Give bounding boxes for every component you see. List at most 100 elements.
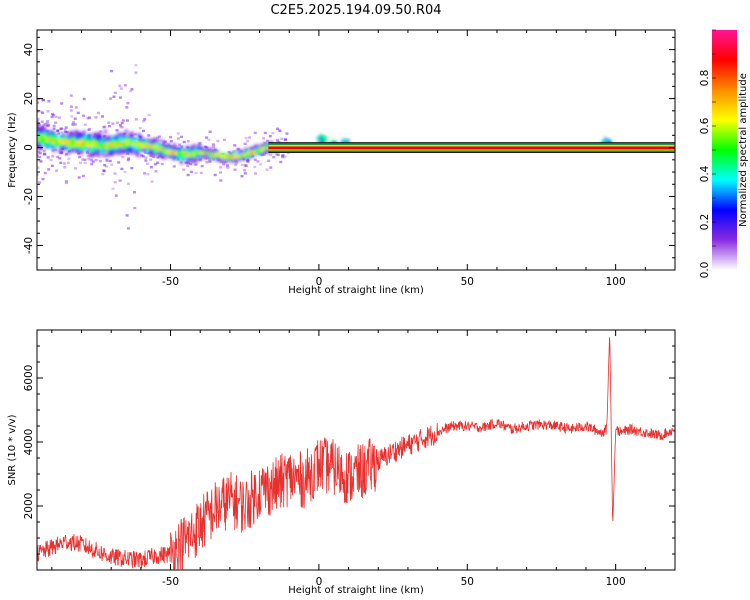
spectrogram-dense-cell bbox=[265, 143, 269, 147]
spectrogram-blob-cell bbox=[320, 138, 324, 142]
spectrogram-dense-cell bbox=[37, 143, 40, 147]
spectrogram-dense-cell bbox=[97, 134, 101, 138]
spectrogram-ridge-cell bbox=[43, 136, 47, 140]
spectrogram-dense-cell bbox=[61, 146, 65, 151]
spectrogram-dense-cell bbox=[79, 151, 84, 155]
spectrogram-dense-cell bbox=[231, 153, 236, 157]
spectrogram-dense-cell bbox=[135, 151, 140, 155]
spectrogram-dense-cell bbox=[190, 151, 194, 155]
spectrogram-dense-cell bbox=[98, 132, 102, 136]
spectrogram-ridge-cell bbox=[66, 140, 70, 144]
spectrogram-dense-cell bbox=[132, 151, 136, 155]
spectrogram-dense-cell bbox=[141, 139, 145, 143]
spectrogram-scatter-cell bbox=[219, 166, 223, 169]
spectrogram-scatter-cell bbox=[260, 153, 264, 157]
spectrogram-scatter-cell bbox=[81, 158, 85, 161]
spectrogram-dense-cell bbox=[224, 157, 228, 162]
spectrogram-ridge-cell bbox=[203, 151, 207, 155]
spectrogram-scatter-cell bbox=[169, 139, 173, 143]
spectrogram-ridge-cell bbox=[164, 149, 168, 153]
spectrogram-scatter-cell bbox=[199, 171, 203, 175]
spectrogram-blob-cell bbox=[346, 139, 350, 143]
spectrogram-ridge-cell bbox=[220, 155, 224, 159]
spectrogram-dense-cell bbox=[103, 129, 107, 134]
spectrogram-dense-cell bbox=[138, 145, 143, 149]
spectrogram-ridge-cell bbox=[139, 143, 143, 147]
spectrogram-ridge-cell bbox=[60, 139, 64, 143]
spectrogram-scatter-cell bbox=[101, 172, 105, 176]
spectrogram-scatter-cell bbox=[138, 126, 142, 130]
spectrogram-dense-cell bbox=[191, 144, 195, 148]
snr-y-tick-label: 4000 bbox=[23, 429, 35, 456]
spectrogram-scatter-cell bbox=[205, 161, 209, 164]
spectrogram-scatter-cell bbox=[37, 110, 39, 113]
spectrogram-scatter-cell bbox=[118, 124, 122, 127]
spectrogram-ridge-cell bbox=[62, 141, 66, 145]
spectrogram-dense-cell bbox=[73, 143, 78, 147]
spectrogram-dense-cell bbox=[242, 155, 246, 160]
spectrogram-scatter-cell bbox=[219, 179, 223, 182]
spectrogram-ridge-cell bbox=[39, 137, 43, 140]
spectrogram-dense-cell bbox=[76, 131, 80, 135]
spectrogram-scatter-cell bbox=[112, 95, 116, 98]
spectrogram-scatter-cell bbox=[240, 163, 244, 167]
spectrogram-scatter-cell bbox=[153, 140, 157, 143]
spectrogram-scatter-cell bbox=[234, 162, 238, 165]
spectrogram-dense-cell bbox=[142, 141, 146, 145]
spectrogram-scatter-cell bbox=[73, 117, 77, 120]
spectrogram-ticks: -50 0 50 100 -40 -20 0 20 40 bbox=[23, 30, 676, 288]
spectrogram-scatter-cell bbox=[176, 132, 180, 135]
spectrogram-ridge-cell bbox=[72, 140, 76, 144]
spectrogram-ridge-cell bbox=[135, 143, 139, 146]
spectrogram-dense-cell bbox=[48, 131, 52, 136]
steady-line-band bbox=[268, 150, 675, 152]
spectrogram-dense-cell bbox=[66, 138, 70, 142]
spectrogram-ridge-cell bbox=[49, 139, 54, 142]
spectrogram-dense-cell bbox=[125, 143, 129, 147]
spectrogram-scatter-cell bbox=[198, 159, 202, 162]
spectrogram-dense-cell bbox=[156, 138, 160, 143]
spectrogram-scatter-cell bbox=[64, 153, 68, 156]
spectrogram-scatter-cell bbox=[73, 167, 77, 170]
spectrogram-scatter-cell bbox=[41, 98, 45, 102]
colorbar-tick-label: 0.4 bbox=[699, 165, 711, 182]
spectrogram-scatter-cell bbox=[38, 181, 42, 184]
spectrogram-scatter-cell bbox=[39, 110, 43, 113]
spectrogram-blob-cell bbox=[607, 140, 611, 144]
spectrogram-ridge-cell bbox=[205, 152, 209, 156]
spectrogram-scatter-cell bbox=[143, 118, 147, 121]
spectrogram-scatter-cell bbox=[189, 170, 193, 174]
spectrogram-ridge-cell bbox=[214, 153, 218, 157]
spectrogram-scatter-cell bbox=[156, 161, 160, 164]
spectrogram-scatter-cell bbox=[243, 169, 247, 172]
spectrogram-ridge-cell bbox=[145, 143, 149, 147]
spectrogram-dense-cell bbox=[108, 147, 112, 152]
spectrogram-scatter-cell bbox=[104, 165, 108, 168]
spectrogram-scatter-cell bbox=[82, 97, 86, 101]
spectrogram-dense-cell bbox=[146, 138, 151, 142]
spectrogram-dense-cell bbox=[218, 159, 223, 163]
snr-x-axis-label: Height of straight line (km) bbox=[288, 585, 424, 596]
spectrogram-dense-cell bbox=[189, 149, 194, 153]
spectrogram-scatter-cell bbox=[176, 137, 180, 140]
spectrogram-scatter-cell bbox=[263, 131, 267, 135]
spectrogram-dense-cell bbox=[201, 148, 206, 152]
spectrogram-dense-cell bbox=[190, 147, 194, 151]
spectrogram-frame bbox=[36, 29, 676, 271]
spectrogram-dense-cell bbox=[93, 151, 98, 155]
spectrogram-dense-cell bbox=[148, 149, 153, 153]
spectrogram-dense-cell bbox=[70, 148, 74, 153]
spectrogram-dense-cell bbox=[92, 135, 97, 139]
snr-x-tick-label: -50 bbox=[162, 576, 179, 588]
spectrogram-dense-cell bbox=[130, 131, 134, 136]
spectrogram-ridge-cell bbox=[199, 151, 203, 154]
spectrogram-scatter-cell bbox=[226, 164, 230, 167]
spectrogram-x-axis-label: Height of straight line (km) bbox=[288, 285, 424, 296]
spectrogram-dense-cell bbox=[249, 153, 253, 158]
spectrogram-scatter-cell bbox=[125, 214, 129, 217]
spectrogram-dense-cell bbox=[130, 138, 134, 142]
spectrogram-dense-cell bbox=[45, 142, 49, 146]
spectrogram-dense-cell bbox=[198, 147, 202, 151]
spectrogram-scatter-cell bbox=[133, 133, 137, 136]
spectrogram-scatter-cell bbox=[120, 125, 124, 129]
